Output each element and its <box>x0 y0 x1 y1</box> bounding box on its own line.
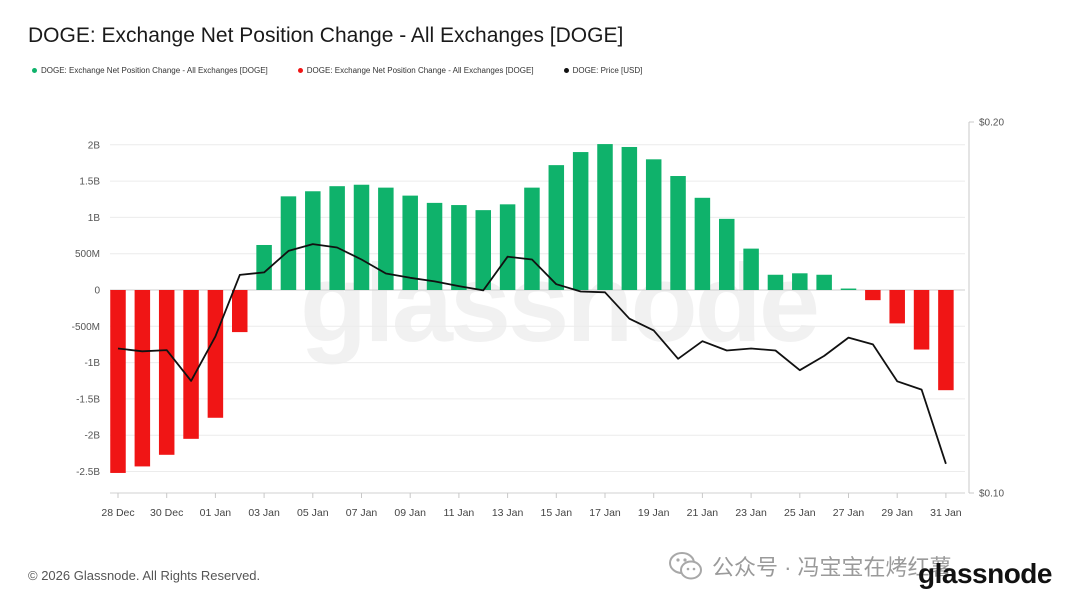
bar[interactable] <box>597 144 613 290</box>
bar[interactable] <box>621 146 638 290</box>
y-left-tick-label: -500M <box>72 322 100 333</box>
y-left-tick-label: -2.5B <box>76 467 100 478</box>
axes: 2B 1.5B 1B 500M 0 -500M -1B -1.5B -2B -2.5B $0.20 $… <box>72 118 1005 520</box>
x-tick-label: 01 Jan <box>200 507 232 519</box>
copyright-text: © 2026 Glassnode. All Rights Reserved. <box>28 568 261 583</box>
y-left-tick-label: -1B <box>84 358 100 369</box>
bar[interactable] <box>889 290 905 324</box>
y-left-tick-label: 1B <box>88 213 101 224</box>
bar[interactable] <box>256 244 272 290</box>
bar[interactable] <box>743 248 759 290</box>
legend-dot-black <box>563 68 569 73</box>
y-left-tick-label: 500M <box>75 249 100 260</box>
bar[interactable] <box>524 187 540 290</box>
x-tick-label: 15 Jan <box>541 507 573 519</box>
y-right-tick-label: $0.20 <box>979 118 1004 129</box>
bar[interactable] <box>329 186 345 290</box>
x-tick-label: 05 Jan <box>297 507 329 519</box>
bar[interactable] <box>719 218 735 290</box>
bar[interactable] <box>183 290 199 439</box>
legend-item-netpos-negative[interactable]: DOGE: Exchange Net Position Change - All… <box>297 66 534 75</box>
y-right-tick-label: $0.10 <box>979 489 1004 500</box>
wechat-watermark: 公众号 · 冯宝宝在烤红薯 <box>668 550 952 582</box>
bar[interactable] <box>767 274 784 290</box>
x-tick-label: 21 Jan <box>687 507 719 519</box>
bar[interactable] <box>938 290 954 391</box>
bar[interactable] <box>816 274 832 290</box>
x-tick-label: 27 Jan <box>833 507 865 519</box>
legend-item-price[interactable]: DOGE: Price [USD] <box>563 66 643 75</box>
chart-legend: DOGE: Exchange Net Position Change - All… <box>32 66 642 75</box>
y-left-tick-label: 2B <box>88 140 101 151</box>
bar[interactable] <box>499 204 516 290</box>
x-tick-label: 29 Jan <box>881 507 913 519</box>
x-tick-label: 25 Jan <box>784 507 816 519</box>
legend-label: DOGE: Exchange Net Position Change - All… <box>41 66 268 75</box>
wechat-account-text: 公众号 · 冯宝宝在烤红薯 <box>712 555 952 580</box>
bar[interactable] <box>402 195 418 290</box>
y-left-tick-label: 1.5B <box>79 177 100 188</box>
legend-dot-green <box>32 68 37 73</box>
bar[interactable] <box>865 290 881 301</box>
bar[interactable] <box>548 165 565 290</box>
y-left-tick-label: 0 <box>94 286 100 297</box>
bar[interactable] <box>232 290 248 333</box>
x-tick-label: 17 Jan <box>589 507 621 519</box>
x-tick-label: 03 Jan <box>248 507 280 519</box>
bar[interactable] <box>280 196 297 290</box>
bar[interactable] <box>792 273 808 290</box>
bar[interactable] <box>158 290 175 455</box>
price-line[interactable] <box>117 243 947 465</box>
bar[interactable] <box>451 205 467 290</box>
legend-dot-red <box>297 68 303 73</box>
price-series <box>117 243 947 465</box>
bar[interactable] <box>645 159 662 290</box>
bar[interactable] <box>475 210 492 290</box>
x-tick-label: 28 Dec <box>101 507 134 519</box>
x-tick-label: 07 Jan <box>346 507 378 519</box>
x-tick-label: 11 Jan <box>444 507 475 519</box>
legend-item-netpos-positive[interactable]: DOGE: Exchange Net Position Change - All… <box>32 66 268 75</box>
x-tick-label: 19 Jan <box>638 507 670 519</box>
x-tick-label: 13 Jan <box>492 507 524 519</box>
bar[interactable] <box>840 288 857 290</box>
bar[interactable] <box>305 191 321 290</box>
wechat-icon <box>669 552 702 580</box>
bar[interactable] <box>134 290 151 467</box>
y-left-tick-label: -2B <box>84 431 100 442</box>
x-tick-label: 09 Jan <box>394 507 426 519</box>
legend-label: DOGE: Exchange Net Position Change - All… <box>306 66 534 75</box>
bar-series <box>110 144 954 473</box>
bar[interactable] <box>378 187 394 290</box>
bar[interactable] <box>207 290 224 418</box>
glassnode-logo: glassnode <box>918 558 1052 589</box>
y-left-tick-label: -1.5B <box>76 394 100 405</box>
bar[interactable] <box>913 290 930 350</box>
bar[interactable] <box>353 184 370 290</box>
legend-label: DOGE: Price [USD] <box>572 66 643 75</box>
bar[interactable] <box>670 176 686 290</box>
x-tick-label: 30 Dec <box>150 507 183 519</box>
bar[interactable] <box>110 290 126 473</box>
bar[interactable] <box>572 152 589 290</box>
chart-title: DOGE: Exchange Net Position Change - All… <box>28 24 624 47</box>
bar[interactable] <box>426 202 443 290</box>
bar[interactable] <box>694 197 711 290</box>
x-tick-label: 23 Jan <box>735 507 767 519</box>
x-tick-label: 31 Jan <box>930 507 962 519</box>
